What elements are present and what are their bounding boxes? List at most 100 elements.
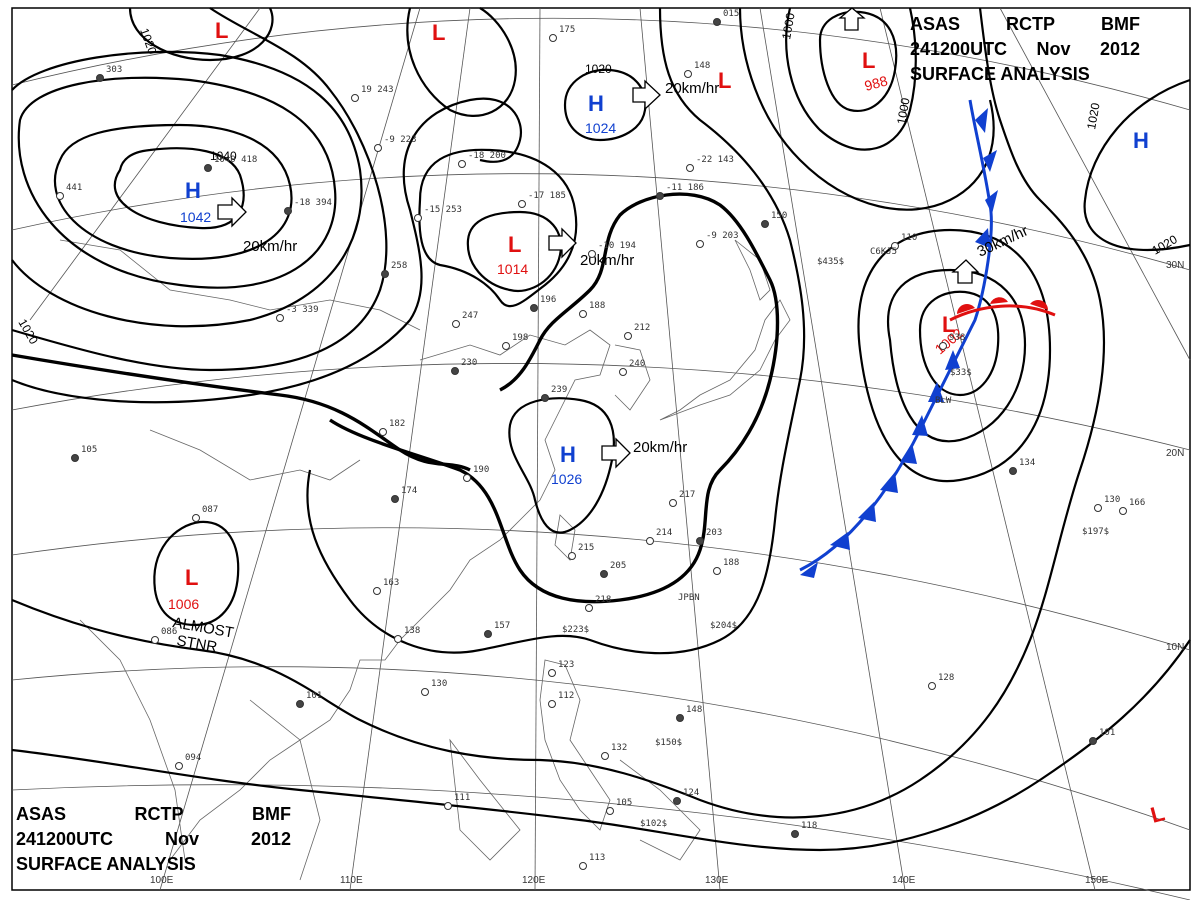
station-marker	[673, 797, 681, 805]
station-observation: 132	[611, 743, 627, 753]
station-marker	[463, 474, 471, 482]
longitude-label: 130E	[705, 875, 729, 886]
station-marker	[713, 18, 721, 26]
station-observation: 217	[679, 490, 695, 500]
almost-stationary-note: STNR	[175, 632, 218, 656]
station-marker	[579, 310, 587, 318]
station-marker	[518, 200, 526, 208]
header-month: Nov	[1036, 39, 1071, 59]
latitude-label: 30N	[1166, 260, 1184, 271]
low-pressure-symbol: L	[215, 18, 228, 43]
station-observation: 1040 418	[214, 155, 257, 165]
high-pressure-symbol: H	[1133, 128, 1149, 153]
high-pressure-symbol: H	[588, 91, 604, 116]
longitude-label: 110E	[340, 875, 363, 886]
station-marker	[549, 34, 557, 42]
station-marker	[458, 160, 466, 168]
motion-label: 20km/hr	[243, 238, 297, 255]
station-observation: -22 143	[696, 155, 734, 165]
longitude-label: 150E	[1085, 875, 1109, 886]
isobar-label: 1000	[894, 96, 912, 125]
station-marker	[502, 342, 510, 350]
station-marker	[530, 304, 538, 312]
station-marker	[452, 320, 460, 328]
chart-header-top-right: ASAS RCTP BMF 241200UTC Nov 2012 SURFACE…	[910, 12, 1140, 87]
station-marker	[1119, 507, 1127, 515]
station-marker	[541, 394, 549, 402]
station-marker	[1089, 737, 1097, 745]
station-observation: 303	[106, 65, 122, 75]
station-observation: 094	[185, 753, 201, 763]
station-marker	[71, 454, 79, 462]
station-marker	[284, 207, 292, 215]
station-id: $435$	[817, 257, 844, 267]
station-observation: 205	[610, 561, 626, 571]
station-observation: 111	[454, 793, 470, 803]
station-observation: 134	[1019, 458, 1035, 468]
station-marker	[696, 537, 704, 545]
isobar-label: 1020	[1084, 101, 1102, 130]
station-observation: 118	[801, 821, 817, 831]
station-observation: 128	[938, 673, 954, 683]
longitude-label: 140E	[892, 875, 916, 886]
header-year: 2012	[1099, 39, 1140, 59]
isobar-label: 1000	[779, 11, 797, 40]
station-observation: 203	[706, 528, 722, 538]
station-observation: 196	[540, 295, 556, 305]
station-observation: 101	[1099, 728, 1115, 738]
station-marker	[791, 830, 799, 838]
station-observation: 101	[306, 691, 322, 701]
station-marker	[684, 70, 692, 78]
grid-labels: 100E 110E 120E 130E 140E 150E 30N 20N 10…	[150, 260, 1184, 886]
station-observation: 124	[683, 788, 699, 798]
station-marker	[585, 604, 593, 612]
station-marker	[414, 214, 422, 222]
station-id: BLW	[935, 396, 952, 406]
station-marker	[568, 552, 576, 560]
station-marker	[696, 240, 704, 248]
station-observation: 215	[578, 543, 594, 553]
station-marker	[676, 714, 684, 722]
station-marker	[381, 270, 389, 278]
station-observation: -17 185	[528, 191, 566, 201]
motion-label: 20km/hr	[633, 439, 687, 456]
latitude-label: 10N	[1166, 642, 1184, 653]
header-time: 241200UTC	[16, 829, 114, 849]
station-marker	[656, 192, 664, 200]
station-observation: -15 253	[424, 205, 462, 215]
station-observation: -10 194	[598, 241, 636, 251]
station-marker	[601, 752, 609, 760]
low-pressure-symbol: L	[1148, 800, 1167, 828]
station-marker	[1009, 467, 1017, 475]
station-marker	[606, 807, 614, 815]
station-id: $204$	[710, 621, 737, 631]
station-marker	[373, 587, 381, 595]
station-marker	[192, 514, 200, 522]
isobars	[11, 7, 1191, 852]
station-observation: 258	[391, 261, 407, 271]
station-observation: 148	[694, 61, 710, 71]
station-id: $150$	[655, 738, 682, 748]
station-observation: 105	[616, 798, 632, 808]
station-marker	[394, 635, 402, 643]
header-title: SURFACE ANALYSIS	[910, 64, 1090, 84]
header-year: 2012	[250, 829, 291, 849]
low-pressure-value: 988	[863, 72, 890, 94]
station-observation: 015	[723, 9, 739, 19]
header-time: 241200UTC	[910, 39, 1008, 59]
station-marker	[579, 862, 587, 870]
station-id: $197$	[1082, 527, 1109, 537]
station-observation: 230	[461, 358, 477, 368]
station-observation: 938	[949, 333, 965, 343]
station-observation: 441	[66, 183, 82, 193]
high-pressure-value: 1024	[585, 120, 616, 136]
longitude-label: 120E	[522, 875, 546, 886]
station-observation: 214	[656, 528, 672, 538]
motion-label: 20km/hr	[665, 80, 719, 97]
station-marker	[891, 242, 899, 250]
low-pressure-symbol: L	[942, 312, 955, 337]
station-marker	[548, 669, 556, 677]
warm-front	[949, 297, 1056, 322]
station-observation: 198	[512, 333, 528, 343]
